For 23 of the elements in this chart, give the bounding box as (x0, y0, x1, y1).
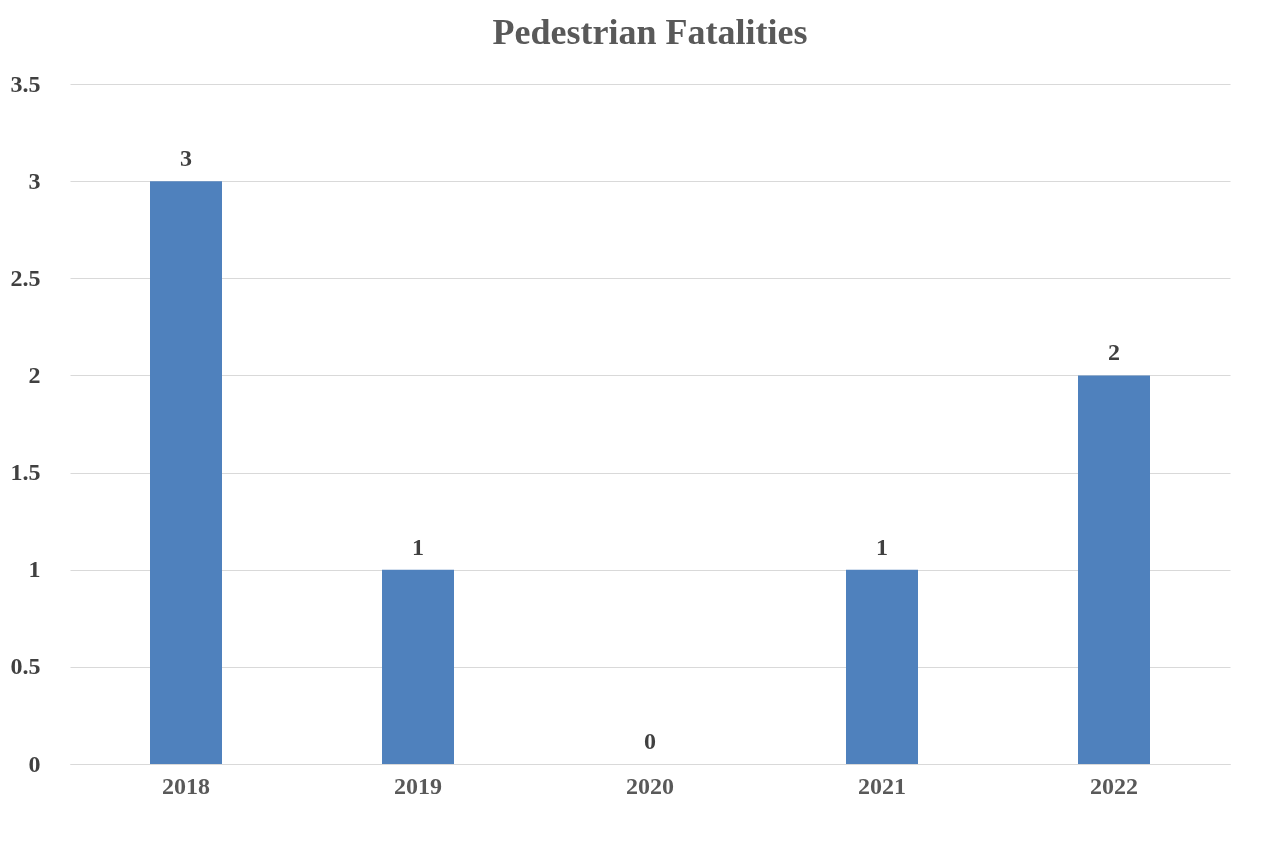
chart-title: Pedestrian Fatalities (492, 12, 808, 52)
x-tick-label: 2020 (626, 772, 674, 799)
bar (382, 569, 454, 764)
y-tick-label: 3.5 (10, 70, 41, 97)
x-tick-label: 2021 (858, 772, 906, 799)
data-label: 0 (644, 728, 656, 754)
data-label: 1 (412, 533, 424, 560)
y-tick-label: 1.5 (10, 459, 41, 486)
data-label: 3 (180, 145, 192, 172)
bar (846, 569, 918, 764)
y-tick-label: 1 (28, 556, 41, 583)
y-tick-label: 2.5 (10, 264, 41, 291)
bar (1078, 375, 1150, 764)
y-tick-label: 3 (28, 167, 41, 194)
y-tick-label: 2 (28, 361, 41, 388)
x-tick-label: 2019 (394, 772, 442, 799)
y-tick-label: 0 (28, 750, 41, 777)
x-tick-label: 2022 (1090, 772, 1138, 799)
data-label: 2 (1108, 339, 1120, 366)
data-label: 1 (876, 533, 888, 560)
bar (150, 181, 222, 764)
x-tick-label: 2018 (162, 772, 210, 799)
y-tick-label: 0.5 (10, 653, 41, 680)
